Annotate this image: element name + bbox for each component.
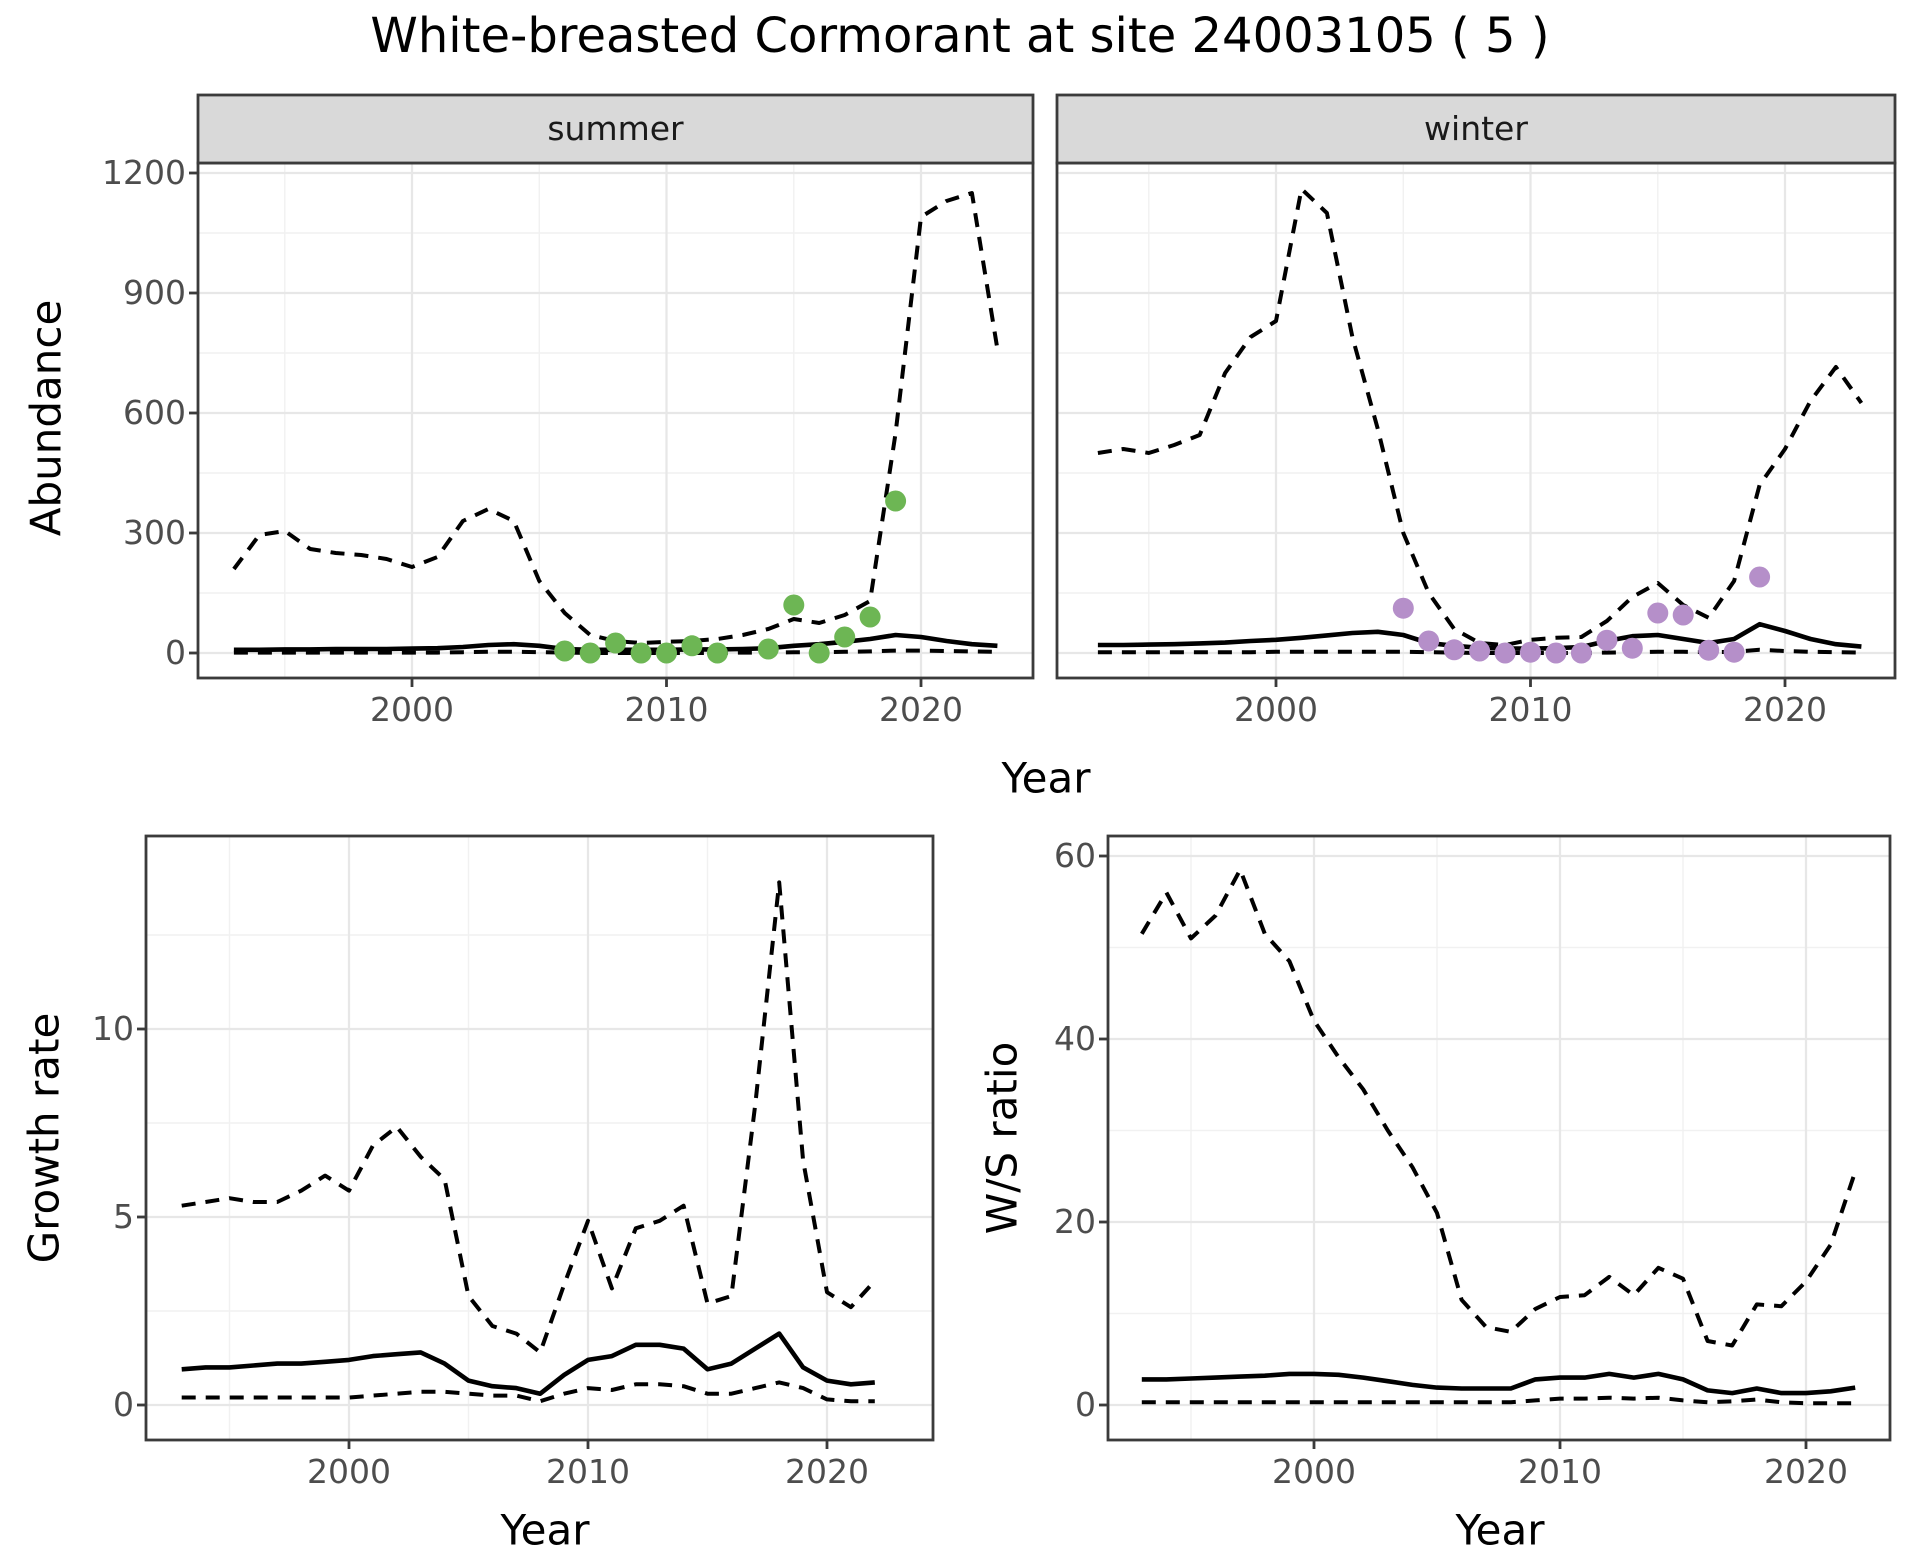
- facet-strip-label: summer: [547, 109, 684, 148]
- x-tick-label: 2000: [307, 1452, 391, 1491]
- y-tick-label: 20: [1054, 1202, 1096, 1241]
- facet-strip-winter: winter: [1055, 93, 1897, 165]
- data-point: [1596, 629, 1618, 651]
- observed-counts-summer: [554, 490, 907, 664]
- data-point: [1418, 630, 1440, 652]
- y-tick-label: 900: [123, 273, 186, 312]
- x-tick-label: 2010: [1489, 690, 1573, 729]
- panel-background: [146, 836, 933, 1440]
- y-axis-label-growth-rate: Growth rate: [19, 1012, 69, 1264]
- axis-ticks: [137, 1027, 829, 1449]
- panel-abundance-winter: 2000 2010 2020 winter: [1055, 93, 1897, 729]
- figure-title: White-breasted Cormorant at site 2400310…: [370, 8, 1550, 64]
- data-point: [1469, 640, 1491, 662]
- axis-ticks: [1274, 678, 1787, 687]
- data-point: [1621, 637, 1643, 659]
- panel-background: [198, 163, 1033, 678]
- y-axis-label-ws-ratio: W/S ratio: [977, 1041, 1027, 1235]
- data-point: [706, 642, 728, 664]
- data-point: [605, 632, 627, 654]
- data-point: [681, 635, 703, 657]
- data-point: [1672, 604, 1694, 626]
- y-tick-label: 0: [1075, 1385, 1096, 1424]
- x-tick-label: 2000: [370, 690, 454, 729]
- median-line: [1141, 1371, 1856, 1396]
- data-point: [630, 642, 652, 664]
- data-point: [579, 642, 601, 664]
- panel-ws-ratio: 2000 2010 2020 0 20 40 60: [1054, 834, 1892, 1491]
- grid-minor: [1108, 836, 1890, 1440]
- data-point: [885, 490, 907, 512]
- panel-growth-rate: 2000 2010 2020 0 5 10: [92, 834, 935, 1491]
- panel-background: [1108, 836, 1890, 1440]
- axis-tick-labels: 2000 2010 2020 0 5 10: [92, 1009, 869, 1491]
- x-axis-label-year-growth: Year: [500, 1505, 590, 1555]
- facet-strip-label: winter: [1424, 109, 1528, 148]
- x-axis-label-year-top: Year: [1001, 753, 1091, 803]
- data-point: [1494, 642, 1516, 664]
- x-tick-label: 2020: [1764, 1452, 1848, 1491]
- data-point: [808, 642, 830, 664]
- axis-tick-labels: 2000 2010 2020 0 300 600 900 1200: [102, 153, 963, 729]
- x-tick-label: 2000: [1272, 1452, 1356, 1491]
- data-point: [1443, 639, 1465, 661]
- axis-tick-labels: 2000 2010 2020 0 20 40 60: [1054, 836, 1848, 1491]
- facet-strip-summer: summer: [196, 93, 1035, 165]
- data-point: [1520, 641, 1541, 663]
- grid-minor: [198, 163, 1033, 678]
- data-point: [1723, 641, 1745, 663]
- y-tick-label: 60: [1054, 836, 1096, 875]
- axis-tick-labels: 2000 2010 2020: [1234, 690, 1827, 729]
- data-point: [783, 594, 805, 616]
- x-tick-label: 2010: [625, 690, 709, 729]
- data-point: [1392, 597, 1414, 619]
- data-point: [1749, 566, 1771, 588]
- data-point: [656, 642, 677, 664]
- grid-major: [1108, 836, 1890, 1440]
- ci-upper-line: [232, 191, 1000, 645]
- ci-lower-line: [233, 648, 998, 655]
- grid-minor: [1057, 163, 1895, 678]
- axis-ticks: [189, 171, 923, 687]
- y-tick-label: 0: [113, 1385, 134, 1424]
- data-point: [859, 606, 881, 628]
- median-line: [181, 1331, 875, 1396]
- panel-border: [1106, 834, 1892, 1442]
- data-point: [757, 638, 779, 660]
- y-tick-label: 300: [123, 513, 186, 552]
- data-point: [554, 640, 576, 662]
- ci-upper-line: [181, 880, 877, 1355]
- x-tick-label: 2020: [785, 1452, 869, 1491]
- x-tick-label: 2010: [546, 1452, 630, 1491]
- axis-ticks: [1099, 854, 1808, 1449]
- y-tick-label: 40: [1054, 1019, 1096, 1058]
- x-tick-label: 2020: [879, 690, 963, 729]
- grid-major: [146, 836, 933, 1440]
- y-tick-label: 1200: [102, 153, 186, 192]
- ci-lower-line: [181, 1380, 875, 1404]
- y-tick-label: 600: [123, 393, 186, 432]
- x-tick-label: 2020: [1743, 690, 1827, 729]
- y-tick-label: 5: [113, 1197, 134, 1236]
- x-tick-label: 2000: [1234, 690, 1318, 729]
- data-point: [1698, 639, 1720, 661]
- panel-border: [144, 834, 935, 1442]
- grid-minor: [146, 836, 933, 1440]
- data-point: [1647, 602, 1669, 624]
- x-axis-label-year-ws: Year: [1455, 1505, 1545, 1555]
- y-tick-label: 10: [92, 1009, 134, 1048]
- panel-abundance-summer: 2000 2010 2020 0 300 600 900 1200 summer: [102, 93, 1035, 729]
- y-tick-label: 0: [165, 633, 186, 672]
- ci-upper-line: [1097, 187, 1864, 647]
- data-point: [1570, 642, 1592, 664]
- x-tick-label: 2010: [1518, 1452, 1602, 1491]
- data-point: [834, 626, 856, 648]
- observed-counts-winter: [1392, 566, 1771, 664]
- y-axis-label-abundance: Abundance: [21, 299, 71, 537]
- panel-background: [1057, 163, 1895, 678]
- data-point: [1545, 642, 1567, 664]
- ci-upper-line: [1140, 867, 1858, 1348]
